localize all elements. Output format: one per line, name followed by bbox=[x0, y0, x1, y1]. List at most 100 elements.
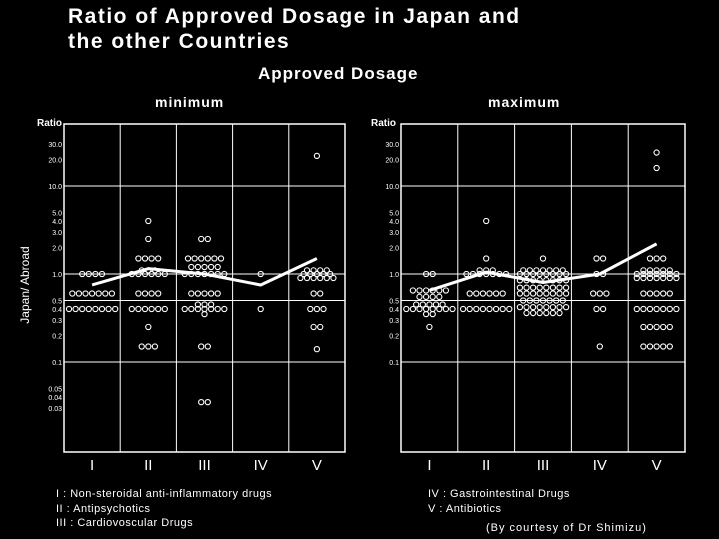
panel-maximum-data-point bbox=[653, 270, 660, 278]
panel-maximum-data-point bbox=[439, 301, 446, 308]
panel-maximum-data-point bbox=[463, 270, 470, 278]
panel-minimum-ytick-label: 3.0 bbox=[52, 230, 62, 237]
panel-maximum-data-point bbox=[599, 255, 607, 262]
panel-maximum-data-point bbox=[442, 287, 450, 294]
panel-minimum-data-point bbox=[194, 305, 202, 313]
panel-minimum-xtick-label: II bbox=[144, 457, 152, 474]
panel-minimum-data-point bbox=[88, 290, 96, 297]
panel-maximum-data-point bbox=[640, 343, 647, 350]
panel-maximum-data-point bbox=[516, 284, 524, 291]
panel-maximum-data-point bbox=[653, 305, 660, 313]
panel-minimum-data-point bbox=[300, 270, 307, 278]
main-title: Ratio of Approved Dosage in Japan and th… bbox=[68, 4, 521, 54]
panel-maximum-ytick-label: 0.2 bbox=[389, 334, 399, 341]
panel-minimum-data-point bbox=[257, 270, 264, 278]
panel-maximum-data-point bbox=[520, 297, 527, 304]
panel-minimum-data-point bbox=[198, 343, 205, 350]
panel-minimum-data-point bbox=[310, 274, 317, 282]
panel-maximum-data-point bbox=[562, 304, 570, 311]
panel-maximum-data-point bbox=[536, 290, 543, 297]
panel-maximum-data-point bbox=[426, 301, 433, 308]
panel-minimum-data-point bbox=[85, 270, 92, 278]
panel-maximum-xtick-label: III bbox=[537, 457, 550, 474]
panel-minimum-data-point bbox=[138, 343, 145, 350]
panel-maximum-data-point bbox=[529, 270, 537, 278]
panel-maximum-xtick-label: IV bbox=[593, 457, 607, 474]
panel-maximum-data-point bbox=[646, 267, 654, 274]
panel-minimum-data-point bbox=[145, 217, 152, 225]
panel-minimum-ytick-label: 0.4 bbox=[52, 307, 62, 314]
panel-maximum-data-point bbox=[499, 305, 506, 313]
panel-maximum-data-point bbox=[640, 267, 647, 274]
panel-maximum-data-point bbox=[653, 267, 660, 274]
panel-minimum-xtick-label: IV bbox=[254, 457, 268, 474]
panel-minimum-data-point bbox=[128, 305, 135, 313]
panel-minimum-data-point bbox=[214, 290, 221, 297]
panel-minimum-data-point bbox=[79, 270, 86, 278]
panel-maximum-data-point bbox=[506, 305, 513, 313]
panel-minimum-data-point bbox=[181, 305, 188, 313]
panel-maximum-data-point bbox=[403, 305, 410, 313]
panel-maximum-data-point bbox=[466, 305, 473, 313]
panel-minimum-data-point bbox=[317, 323, 324, 331]
panel-maximum-data-point bbox=[539, 297, 547, 304]
panel-maximum-data-point bbox=[640, 270, 647, 278]
panel-maximum-data-point bbox=[599, 305, 607, 313]
panel-minimum-ytick-label: 5.0 bbox=[52, 210, 62, 217]
panel-minimum-data-point bbox=[307, 305, 314, 313]
panel-maximum-data-point bbox=[556, 309, 563, 317]
panel-maximum-data-point bbox=[516, 304, 524, 311]
panel-maximum-data-point bbox=[536, 284, 543, 291]
panel-maximum-data-point bbox=[593, 305, 600, 313]
panel-maximum-ytick-label: 1.0 bbox=[389, 272, 399, 279]
panel-maximum-xtick-label: I bbox=[427, 457, 431, 474]
panel-minimum-data-point bbox=[207, 305, 215, 313]
panel-minimum-data-point bbox=[161, 305, 168, 313]
panel-minimum-data-point bbox=[148, 290, 155, 297]
panel-maximum-data-point bbox=[666, 323, 673, 331]
panel-maximum-ytick-label: 5.0 bbox=[389, 210, 399, 217]
panel-minimum-data-point bbox=[102, 290, 109, 297]
panel-minimum-data-point bbox=[201, 290, 208, 297]
panel-maximum-data-point bbox=[556, 304, 563, 311]
panel-minimum-ytick-label: 2.0 bbox=[52, 246, 62, 253]
title-line-1: Ratio of Approved Dosage in Japan and bbox=[68, 5, 521, 28]
panel-maximum-data-point bbox=[529, 304, 537, 311]
panel-maximum-data-point bbox=[559, 267, 566, 274]
panel-maximum-data-point bbox=[516, 270, 524, 278]
panel-minimum-ytick-label: 1.0 bbox=[52, 272, 62, 279]
panel-maximum-ytick-label: 0.1 bbox=[389, 360, 399, 367]
panel-maximum-data-point bbox=[633, 270, 640, 278]
panel-maximum-data-point bbox=[660, 255, 667, 262]
panel-maximum-data-point bbox=[523, 284, 530, 291]
panel-maximum-data-point bbox=[596, 343, 603, 350]
panel-maximum-data-point bbox=[549, 309, 557, 317]
panel-minimum-data-point bbox=[313, 345, 321, 353]
panel-maximum-data-point bbox=[523, 309, 530, 317]
panel-minimum-data-point bbox=[141, 255, 149, 262]
panel-maximum-data-point bbox=[499, 290, 506, 297]
panel-maximum-data-point bbox=[596, 290, 603, 297]
panel-minimum-data-point bbox=[211, 255, 218, 262]
panel-maximum-data-point bbox=[543, 304, 550, 311]
panel-maximum-data-point bbox=[526, 267, 533, 274]
panel-minimum-data-point bbox=[145, 235, 152, 243]
panel-minimum-data-point bbox=[148, 255, 155, 262]
panel-maximum-data-point bbox=[520, 267, 527, 274]
panel-minimum-data-point bbox=[188, 263, 195, 271]
panel-maximum-data-point bbox=[459, 305, 467, 313]
legend-item-2: II : Antipsychotics bbox=[56, 503, 151, 515]
panel-maximum-data-point bbox=[553, 297, 560, 304]
panel-maximum-data-point bbox=[660, 343, 667, 350]
panel-maximum-data-point bbox=[523, 270, 530, 278]
panel-minimum-ytick-label: 30.0 bbox=[48, 142, 62, 149]
panel-minimum-data-point bbox=[323, 267, 330, 274]
panel-minimum-data-point bbox=[204, 343, 211, 350]
panel-minimum-data-point bbox=[92, 305, 99, 313]
panel-maximum-data-point bbox=[653, 343, 660, 350]
panel-maximum-ytick-label: 0.3 bbox=[389, 318, 399, 325]
legend-item-1: I : Non-steroidal anti-inflammatory drug… bbox=[56, 488, 273, 500]
panel-minimum-data-point bbox=[188, 305, 195, 313]
panel-minimum-data-point bbox=[320, 270, 327, 278]
panel-maximum-data-point bbox=[536, 304, 543, 311]
